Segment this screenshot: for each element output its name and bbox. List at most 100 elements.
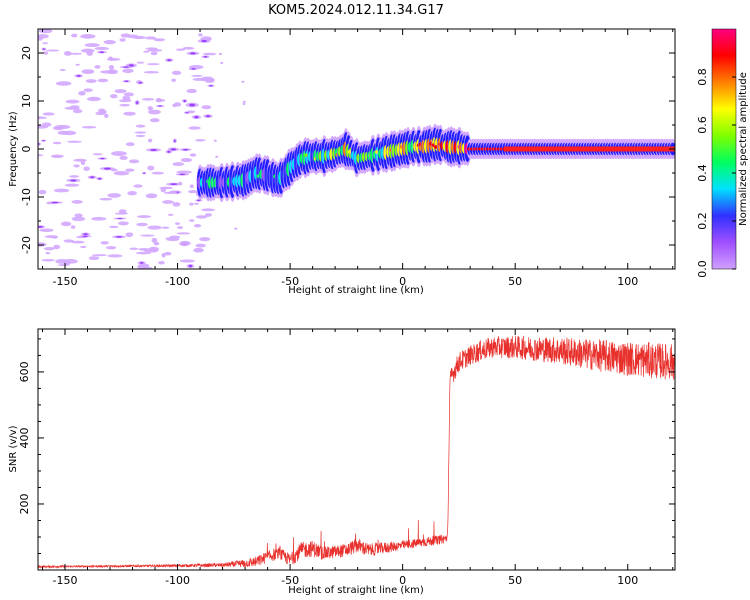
noise-blob: [63, 51, 72, 56]
noise-blob: [118, 209, 127, 214]
noise-blob: [64, 106, 80, 110]
noise-blob: [84, 43, 100, 48]
noise-blob: [162, 200, 175, 204]
noise-blob: [42, 112, 55, 116]
noise-blob: [71, 240, 85, 244]
noise-blob: [176, 170, 192, 174]
noise-blob: [55, 81, 72, 86]
noise-blob: [193, 247, 204, 253]
snr-frame: [37, 328, 676, 571]
noise-blob: [88, 256, 100, 261]
noise-blob: [110, 94, 118, 99]
noise-blob: [134, 131, 147, 134]
y-tick-label: 20: [20, 46, 33, 60]
noise-core: [170, 148, 176, 151]
noise-blob: [104, 113, 109, 118]
noise-core: [150, 148, 157, 151]
noise-blob: [107, 69, 118, 75]
noise-blob: [189, 202, 194, 206]
noise-blob: [119, 38, 126, 42]
noise-core: [170, 183, 178, 186]
noise-blob: [45, 251, 51, 255]
noise-blob: [201, 105, 212, 110]
noise-blob: [64, 183, 80, 187]
x-tick-label: 0: [399, 574, 406, 587]
noise-blob: [186, 110, 196, 114]
noise-blob: [234, 227, 238, 230]
x-tick-label: -150: [53, 574, 78, 587]
noise-blob: [158, 261, 165, 265]
spectrogram-x-label: Height of straight line (km): [288, 285, 424, 296]
noise-blob: [218, 52, 222, 55]
noise-blob: [242, 102, 246, 105]
noise-core: [138, 81, 142, 84]
x-tick-label: 50: [508, 574, 522, 587]
noise-core: [51, 201, 59, 204]
noise-blob: [241, 80, 245, 83]
noise-blob: [194, 139, 206, 142]
noise-blob: [94, 65, 101, 69]
noise-blob: [107, 193, 121, 198]
noise-blob: [179, 259, 195, 263]
noise-core: [82, 235, 89, 237]
ridge-spot: [304, 153, 308, 158]
noise-blob: [140, 234, 155, 237]
noise-blob: [73, 158, 87, 162]
noise-blob: [194, 202, 199, 205]
noise-blob: [125, 168, 135, 172]
noise-blob: [53, 188, 70, 193]
noise-blob: [81, 69, 95, 75]
noise-blob: [38, 154, 44, 157]
noise-blob: [65, 99, 80, 104]
colorbar-tick-label: 0.4: [696, 164, 709, 182]
noise-blob: [147, 49, 163, 52]
noise-blob: [189, 184, 194, 189]
noise-blob: [143, 248, 159, 253]
snr-y-label: SNR (v/v): [8, 425, 19, 472]
y-tick-label: -10: [20, 188, 33, 206]
noise-blob: [242, 100, 246, 103]
noise-blob: [38, 34, 49, 39]
noise-blob: [213, 139, 217, 142]
noise-blob: [75, 63, 80, 66]
noise-blob: [119, 155, 128, 160]
noise-blob: [161, 226, 170, 229]
noise-blob: [167, 213, 174, 217]
noise-blob: [107, 254, 123, 258]
noise-blob: [165, 237, 178, 240]
noise-blob: [108, 56, 113, 61]
x-tick-label: -150: [53, 275, 78, 288]
x-tick-label: 100: [617, 275, 638, 288]
noise-blob: [42, 42, 48, 45]
x-tick-label: -50: [281, 574, 299, 587]
noise-blob: [128, 159, 140, 164]
noise-blob: [97, 78, 109, 83]
noise-blob: [153, 241, 160, 246]
noise-blob: [63, 239, 74, 243]
noise-core: [42, 140, 45, 142]
noise-blob: [86, 96, 101, 102]
noise-core: [38, 225, 43, 228]
noise-blob: [52, 141, 62, 145]
noise-blob: [113, 171, 130, 176]
ridge-peak-band: [503, 146, 675, 152]
noise-blob: [43, 247, 55, 251]
noise-blob: [175, 222, 180, 225]
noise-blob: [99, 197, 113, 201]
noise-blob: [145, 193, 158, 199]
noise-blob: [41, 259, 55, 262]
noise-core: [117, 217, 123, 220]
noise-blob: [180, 158, 193, 163]
spectrogram-y-label: Frequency (Hz): [8, 111, 19, 187]
noise-core: [100, 157, 105, 160]
noise-blob: [38, 29, 53, 34]
noise-blob: [188, 190, 198, 194]
noise-core: [128, 64, 134, 67]
noise-blob: [68, 52, 83, 55]
spectrogram-marks: [38, 29, 675, 269]
noise-blob: [119, 103, 130, 107]
snr-ticks: -150 -100 -50 0 50 100 200 400 600: [18, 329, 675, 587]
noise-blob: [100, 110, 107, 115]
noise-blob: [38, 189, 47, 195]
